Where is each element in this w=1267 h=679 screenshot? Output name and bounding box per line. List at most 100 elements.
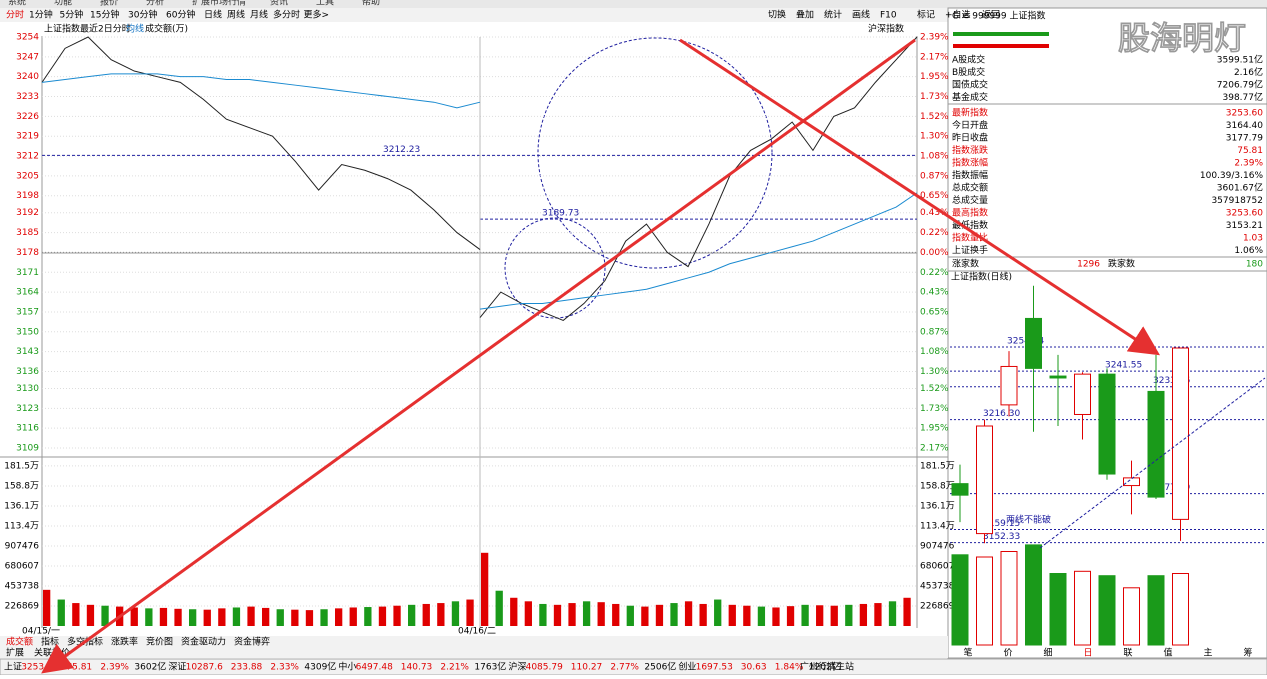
daily-tab[interactable]: 联 bbox=[1123, 648, 1132, 659]
bottom-tab[interactable]: 成交额 bbox=[6, 636, 33, 648]
period-tab[interactable]: 5分钟 bbox=[60, 9, 84, 21]
tool-button[interactable]: +自选 bbox=[945, 9, 971, 21]
y-tick-label: 3164 bbox=[16, 288, 39, 298]
volume-bar bbox=[481, 552, 489, 626]
status-item: 4085.79 bbox=[526, 663, 563, 673]
quote-label: 指数量比 bbox=[952, 232, 988, 244]
status-item: 深证 bbox=[168, 662, 186, 673]
bottom-tab[interactable]: 指标 bbox=[41, 636, 59, 648]
avg-line bbox=[41, 73, 481, 109]
daily-tab[interactable]: 日 bbox=[1083, 648, 1092, 659]
period-tab[interactable]: 60分钟 bbox=[166, 9, 195, 21]
tool-button[interactable]: 标记 bbox=[917, 9, 935, 21]
period-tab[interactable]: 多分时 bbox=[273, 9, 300, 21]
period-tab[interactable]: 1分钟 bbox=[29, 9, 53, 21]
candle-body bbox=[1098, 373, 1116, 475]
volume-tick-label: 181.5万 bbox=[920, 461, 955, 471]
period-tab[interactable]: 15分钟 bbox=[90, 9, 119, 21]
tool-button[interactable]: 画线 bbox=[852, 9, 870, 21]
pct-label: 0.87% bbox=[920, 327, 949, 337]
quote-value: 3153.21 bbox=[1226, 221, 1263, 231]
pct-label: 1.08% bbox=[920, 347, 949, 357]
period-tab[interactable]: 月线 bbox=[250, 9, 268, 21]
menu-item[interactable]: 功能 bbox=[54, 0, 72, 8]
daily-volume bbox=[1074, 570, 1091, 646]
y-tick-label: 3226 bbox=[16, 112, 39, 122]
quote-label: 最新指数 bbox=[952, 107, 988, 119]
y-tick-label: 3157 bbox=[16, 307, 39, 317]
daily-tab[interactable]: 笔 bbox=[963, 647, 972, 659]
pct-label: 1.30% bbox=[920, 132, 949, 142]
tool-button[interactable]: 切换 bbox=[768, 9, 786, 21]
quote-label: 今日开盘 bbox=[952, 119, 988, 131]
period-tab[interactable]: 分时 bbox=[6, 9, 24, 21]
pct-label: 1.08% bbox=[920, 152, 949, 162]
menu-item[interactable]: 扩展市场行情 bbox=[192, 0, 246, 8]
status-item: 2506亿 bbox=[644, 661, 676, 673]
period-tab[interactable]: 日线 bbox=[204, 9, 222, 21]
bottom-tab[interactable]: 资金驱动力 bbox=[181, 636, 226, 648]
quote-header: G ≡ 999999 上证指数 bbox=[952, 10, 1045, 22]
quote-label: A股成交 bbox=[952, 54, 985, 66]
bottom-tab[interactable]: 涨跌率 bbox=[111, 636, 138, 648]
status-item: 75.81 bbox=[66, 663, 92, 673]
daily-volume bbox=[1098, 575, 1116, 646]
pct-label: 0.65% bbox=[920, 191, 949, 201]
daily-tab[interactable]: 主 bbox=[1203, 647, 1212, 659]
volume-bar bbox=[568, 603, 576, 626]
volume-tick-label: 226869 bbox=[5, 601, 40, 611]
daily-tab[interactable]: 筹 bbox=[1243, 647, 1252, 659]
volume-bar bbox=[364, 607, 372, 626]
tool-button[interactable]: F10 bbox=[880, 11, 897, 21]
daily-tab[interactable]: 价 bbox=[1003, 648, 1012, 659]
volume-bar bbox=[451, 601, 460, 626]
quote-value: 7206.79亿 bbox=[1217, 79, 1263, 91]
status-item: 3253.60 bbox=[21, 663, 58, 673]
daily-tab[interactable]: 值 bbox=[1163, 647, 1172, 659]
bottom-tab[interactable]: 资金博弈 bbox=[234, 636, 270, 648]
menu-item[interactable]: 工具 bbox=[316, 0, 334, 8]
status-item: 30.63 bbox=[741, 663, 767, 673]
menu-item[interactable]: 系统 bbox=[8, 0, 26, 8]
sub-tab[interactable]: 扩展 bbox=[6, 647, 24, 659]
status-item: 2.39% bbox=[100, 663, 129, 673]
volume-bar bbox=[888, 601, 897, 626]
period-tab[interactable]: 周线 bbox=[227, 9, 245, 21]
status-item: 创业 bbox=[678, 661, 696, 673]
quote-value: 1.03 bbox=[1243, 234, 1263, 244]
volume-bar bbox=[349, 607, 357, 626]
quote-value: 1.06% bbox=[1234, 246, 1263, 256]
volume-bar bbox=[495, 590, 503, 626]
volume-bar bbox=[524, 601, 532, 626]
bottom-tab[interactable]: 竞价图 bbox=[146, 636, 173, 648]
pct-label: 2.17% bbox=[920, 444, 949, 454]
candle-body bbox=[1074, 373, 1091, 415]
volume-bar bbox=[466, 599, 474, 626]
pct-label: 0.00% bbox=[920, 248, 949, 258]
quote-value: 398.77亿 bbox=[1223, 91, 1264, 103]
menu-item[interactable]: 报价 bbox=[100, 0, 118, 8]
volume-bar bbox=[714, 599, 722, 626]
index-label: 沪深指数 bbox=[868, 23, 904, 35]
menu-item[interactable]: 帮助 bbox=[362, 0, 380, 8]
pct-label: 0.43% bbox=[920, 288, 949, 298]
volume-bar bbox=[159, 607, 168, 626]
tool-button[interactable]: 返回 bbox=[982, 9, 1000, 21]
daily-tab[interactable]: 细 bbox=[1043, 647, 1052, 659]
volume-bar bbox=[582, 601, 591, 626]
period-tab[interactable]: 30分钟 bbox=[128, 9, 157, 21]
volume-tick-label: 136.1万 bbox=[920, 501, 955, 511]
tool-button[interactable]: 统计 bbox=[824, 9, 842, 21]
tool-button[interactable]: 叠加 bbox=[796, 10, 814, 21]
y-tick-label: 3136 bbox=[16, 367, 39, 377]
volume-bar bbox=[320, 609, 328, 626]
down-count: 180 bbox=[1246, 260, 1263, 270]
trend-arrow bbox=[41, 38, 916, 674]
volume-bar bbox=[801, 604, 809, 626]
volume-bar bbox=[510, 597, 518, 626]
menu-item[interactable]: 分析 bbox=[146, 0, 164, 8]
chart-title: 上证指数 bbox=[44, 23, 80, 35]
period-tab[interactable]: 更多> bbox=[304, 9, 330, 21]
menu-item[interactable]: 资讯 bbox=[270, 0, 288, 8]
volume-bar bbox=[597, 602, 605, 626]
